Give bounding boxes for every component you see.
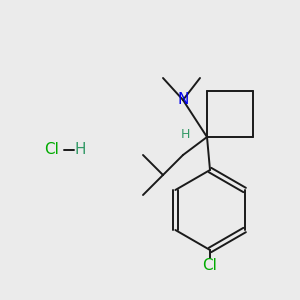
- Text: N: N: [177, 92, 189, 107]
- Text: Cl: Cl: [45, 142, 59, 158]
- Text: Cl: Cl: [202, 259, 217, 274]
- Text: H: H: [180, 128, 190, 142]
- Text: H: H: [74, 142, 86, 158]
